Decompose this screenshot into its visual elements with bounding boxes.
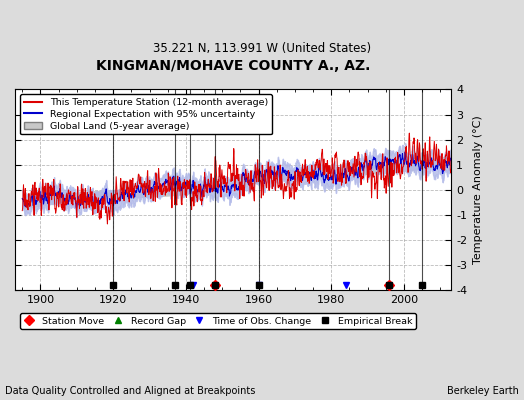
Title: KINGMAN/MOHAVE COUNTY A., AZ.: KINGMAN/MOHAVE COUNTY A., AZ. xyxy=(96,59,370,73)
Legend: Station Move, Record Gap, Time of Obs. Change, Empirical Break: Station Move, Record Gap, Time of Obs. C… xyxy=(20,313,417,329)
Text: Data Quality Controlled and Aligned at Breakpoints: Data Quality Controlled and Aligned at B… xyxy=(5,386,256,396)
Y-axis label: Temperature Anomaly (°C): Temperature Anomaly (°C) xyxy=(473,115,483,264)
Text: Berkeley Earth: Berkeley Earth xyxy=(447,386,519,396)
Text: 35.221 N, 113.991 W (United States): 35.221 N, 113.991 W (United States) xyxy=(153,42,371,55)
